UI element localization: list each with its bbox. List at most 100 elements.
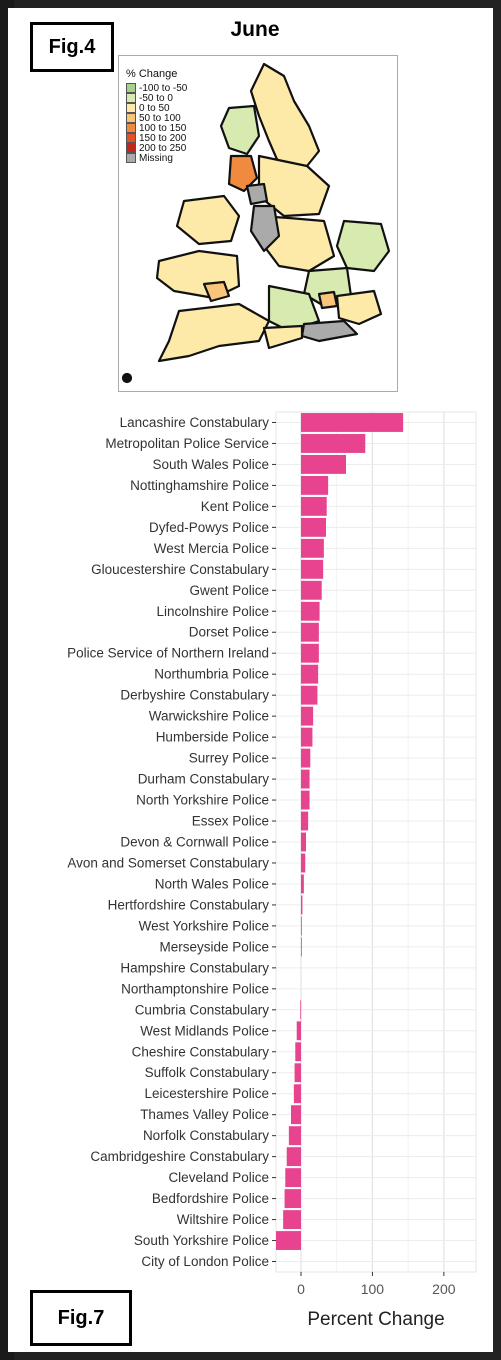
bar: [288, 1126, 301, 1146]
y-tick-label: Northamptonshire Police: [121, 981, 269, 996]
y-tick-label: Bedfordshire Police: [152, 1191, 269, 1206]
bar: [286, 1147, 301, 1167]
y-tick-label: West Mercia Police: [154, 541, 269, 556]
y-tick-label: Humberside Police: [156, 730, 269, 745]
y-tick-label: South Wales Police: [152, 457, 269, 472]
legend-swatch: [126, 123, 136, 133]
legend-label: Missing: [139, 152, 173, 164]
y-tick-label: West Yorkshire Police: [139, 918, 269, 933]
bar: [301, 434, 366, 453]
y-tick-label: Lancashire Constabulary: [120, 415, 270, 430]
bar: [301, 832, 306, 852]
bar: [301, 622, 319, 642]
legend-item: 200 to 250: [126, 142, 187, 154]
bar: [301, 413, 404, 432]
y-tick-label: Police Service of Northern Ireland: [67, 646, 269, 661]
bar: [296, 1021, 301, 1041]
map-region-south-wales-orange: [202, 280, 231, 303]
legend-swatch: [126, 103, 136, 113]
x-tick-label: 0: [297, 1281, 305, 1297]
y-tick-label: City of London Police: [141, 1254, 269, 1269]
y-tick-label: Lincolnshire Police: [156, 604, 269, 619]
legend-swatch: [126, 143, 136, 153]
y-tick-label: Cleveland Police: [168, 1170, 269, 1185]
bar: [301, 475, 329, 495]
bar: [301, 811, 309, 831]
map-region-southwest: [157, 302, 271, 363]
legend-item: 0 to 50: [126, 102, 187, 114]
y-tick-label: Hertfordshire Constabulary: [108, 897, 270, 912]
bar: [291, 1105, 301, 1125]
y-tick-label: Kent Police: [201, 499, 269, 514]
y-tick-label: North Yorkshire Police: [136, 793, 269, 808]
y-tick-label: North Wales Police: [155, 876, 269, 891]
legend-swatch: [126, 133, 136, 143]
bar: [300, 1000, 302, 1020]
bar: [283, 1210, 301, 1229]
x-tick-label: 200: [432, 1281, 456, 1297]
legend-item: -100 to -50: [126, 83, 187, 94]
bar: [293, 1084, 301, 1104]
legend-label: -50 to 0: [139, 92, 173, 104]
map-island: [121, 372, 133, 384]
bar: [301, 895, 303, 915]
bar: [301, 916, 302, 936]
y-tick-label: Durham Constabulary: [138, 772, 270, 787]
y-tick-label: Derbyshire Constabulary: [120, 688, 269, 703]
y-tick-label: Surrey Police: [189, 751, 269, 766]
legend-item: 100 to 150: [126, 122, 187, 134]
map-region-southeast: [335, 289, 383, 326]
bar: [294, 1063, 301, 1083]
map-region-wales-north: [175, 194, 241, 246]
bar: [285, 1168, 301, 1188]
legend-swatch: [126, 83, 136, 93]
bar: [301, 580, 322, 600]
y-tick-label: Metropolitan Police Service: [105, 436, 269, 451]
legend-item: 150 to 200: [126, 133, 187, 144]
legend-item: -50 to 0: [126, 92, 187, 104]
map-region-cumbria: [219, 104, 261, 156]
y-tick-label: Nottinghamshire Police: [130, 478, 269, 493]
y-tick-label: Dorset Police: [189, 625, 269, 640]
y-tick-label: West Midlands Police: [140, 1023, 269, 1038]
bar: [301, 790, 310, 810]
y-tick-label: Gloucestershire Constabulary: [91, 562, 269, 577]
bar: [301, 706, 314, 726]
map-panel: [118, 55, 398, 392]
bar: [301, 517, 326, 537]
y-tick-label: Merseyside Police: [159, 939, 269, 954]
bar: [301, 748, 311, 768]
map-region-missing-mid: [249, 204, 281, 253]
legend-item: 50 to 100: [126, 112, 187, 124]
bar: [301, 769, 310, 789]
bar: [301, 685, 318, 705]
y-tick-label: Cumbria Constabulary: [135, 1002, 270, 1017]
legend-label: 100 to 150: [139, 122, 187, 134]
y-tick-label: Avon and Somerset Constabulary: [67, 855, 269, 870]
legend-label: 50 to 100: [139, 112, 181, 124]
bar: [284, 1189, 301, 1209]
y-tick-label: Devon & Cornwall Police: [120, 835, 269, 850]
legend-title: % Change: [126, 68, 178, 80]
bar: [301, 727, 313, 747]
map-region-hampshire: [262, 324, 304, 350]
y-tick-label: Hampshire Constabulary: [120, 960, 269, 975]
bar: [301, 538, 324, 558]
y-tick-label: Northumbria Police: [154, 667, 269, 682]
y-tick-label: South Yorkshire Police: [134, 1233, 269, 1248]
legend-swatch: [126, 113, 136, 123]
legend-label: 200 to 250: [139, 142, 187, 154]
legend-label: 0 to 50: [139, 102, 170, 114]
legend-item: Missing: [126, 152, 187, 164]
x-tick-label: 100: [361, 1281, 385, 1297]
legend-swatch: [126, 153, 136, 163]
bar: [301, 874, 304, 894]
y-tick-label: Suffolk Constabulary: [145, 1065, 270, 1080]
y-tick-label: Gwent Police: [189, 583, 269, 598]
map-region-east: [335, 219, 391, 273]
figure-label-bottom: Fig.7: [30, 1290, 132, 1346]
bar: [301, 559, 324, 579]
y-tick-label: Wiltshire Police: [177, 1212, 269, 1227]
